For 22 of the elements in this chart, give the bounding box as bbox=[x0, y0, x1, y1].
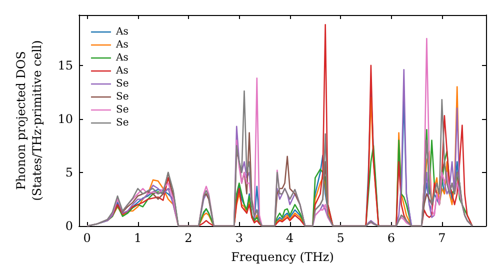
x-axis-title: Frequency (THz) bbox=[231, 250, 334, 264]
legend-label: As bbox=[115, 40, 128, 50]
y-tick-label: 5 bbox=[65, 165, 73, 180]
legend-label: Se bbox=[116, 78, 129, 90]
legend-label: As bbox=[115, 52, 128, 64]
x-tick-label: 3 bbox=[235, 231, 243, 245]
legend-label: As bbox=[115, 26, 128, 38]
x-tick-label: 6 bbox=[387, 231, 396, 245]
x-tick-label: 2 bbox=[184, 231, 192, 245]
legend-label: Se bbox=[116, 104, 129, 116]
y-tick-label: 15 bbox=[58, 58, 73, 72]
legend-label: Se bbox=[116, 118, 129, 128]
x-tick-label: 1 bbox=[134, 231, 142, 245]
legend-label: As bbox=[115, 66, 128, 76]
y-tick-label: 0 bbox=[65, 219, 73, 233]
y-axis-title: Phonon projected DOS (States/THz·primitive cell) bbox=[14, 40, 44, 201]
x-tick-label: 7 bbox=[438, 231, 446, 245]
x-tick-label: 4 bbox=[286, 231, 294, 245]
y-tick-label: 10 bbox=[58, 112, 73, 126]
x-tick-label: 0 bbox=[83, 231, 91, 245]
x-tick-label: 5 bbox=[336, 231, 344, 245]
legend-label: Se bbox=[116, 92, 129, 102]
